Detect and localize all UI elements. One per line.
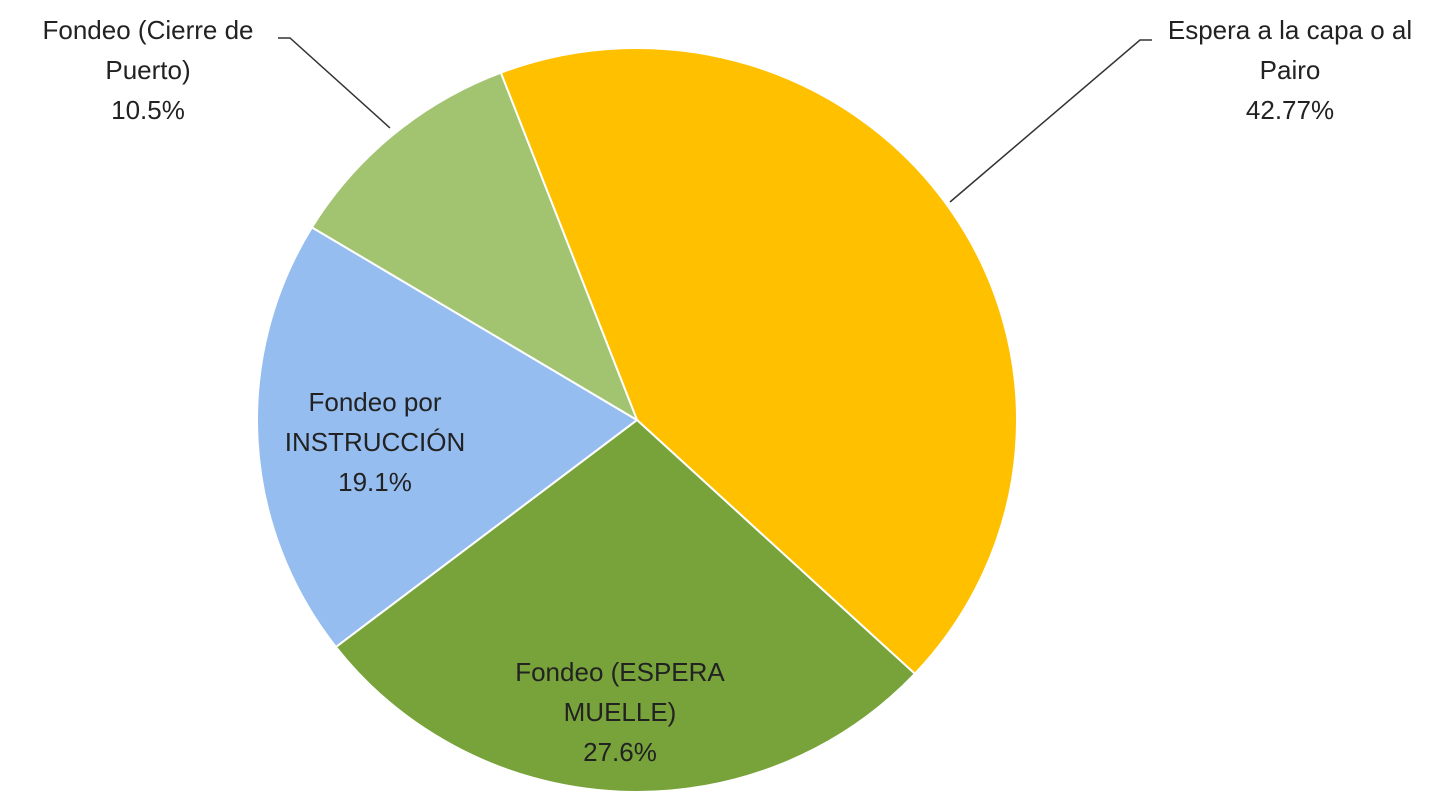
value-label: 42.77% <box>1245 95 1335 125</box>
pie-slice <box>499 47 1018 676</box>
data-label: Fondeo (ESPERA MUELLE) 27.6% <box>470 652 770 772</box>
pie-slice <box>256 225 639 649</box>
pie-slice <box>310 71 639 423</box>
value-label: 19.1% <box>338 467 412 497</box>
leader-line <box>278 37 391 129</box>
leader-line <box>949 39 1152 203</box>
category-label: Espera a la capa o al Pairo <box>1167 15 1413 85</box>
category-label: Fondeo (ESPERA MUELLE) <box>515 657 725 727</box>
category-label: Fondeo (Cierre de Puerto) <box>42 15 254 85</box>
value-label: 10.5% <box>111 95 185 125</box>
data-label: Fondeo por INSTRUCCIÓN 19.1% <box>270 382 480 502</box>
category-label: Fondeo por INSTRUCCIÓN <box>284 387 466 457</box>
data-label: Fondeo (Cierre de Puerto) 10.5% <box>0 10 296 130</box>
data-label: Espera a la capa o al Pairo 42.77% <box>1140 10 1440 130</box>
value-label: 27.6% <box>583 737 657 767</box>
